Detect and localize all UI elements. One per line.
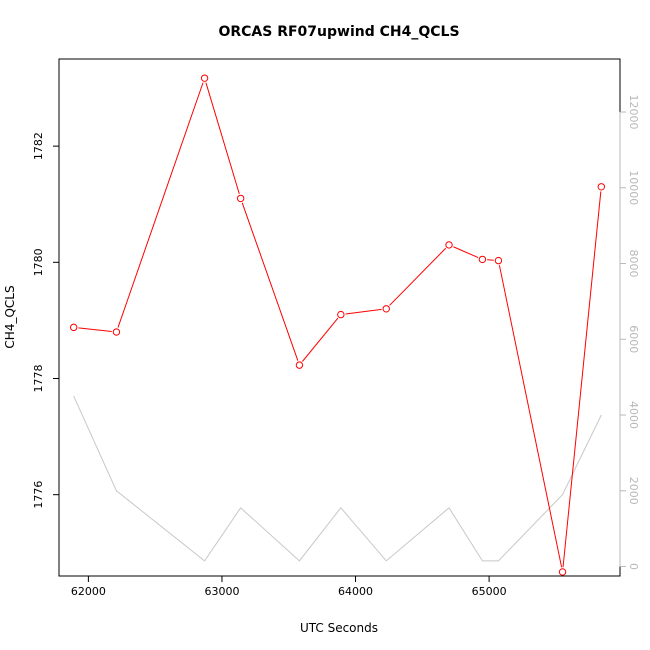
data-point [69, 323, 78, 332]
y2-tick-label: 8000 [627, 250, 640, 278]
y-tick-label: 1780 [32, 248, 45, 276]
primary-series-line-segment [117, 82, 204, 328]
primary-series-line-segment [78, 327, 112, 333]
y-tick-label: 1778 [32, 364, 45, 392]
data-point [200, 74, 209, 82]
y2-tick-label: 0 [627, 563, 640, 570]
data-point [597, 183, 605, 191]
data-point [236, 194, 245, 203]
y2-tick-label: 6000 [627, 325, 640, 353]
y-tick-label: 1776 [32, 481, 45, 509]
chart-title: ORCAS RF07upwind CH4_QCLS [218, 24, 459, 40]
plot-area [69, 74, 605, 576]
primary-series-line-segment [302, 317, 339, 362]
primary-series-line-segment [562, 191, 602, 568]
primary-series-line-segment [241, 202, 299, 361]
x-axis-label: UTC Seconds [300, 621, 378, 635]
data-point [382, 305, 390, 313]
data-point [445, 241, 453, 249]
x-tick-label: 65000 [472, 585, 507, 598]
primary-series-line-segment [498, 265, 563, 568]
primary-series-line-segment [453, 246, 479, 258]
x-tick-label: 62000 [71, 585, 106, 598]
data-point [295, 361, 304, 369]
y2-tick-label: 2000 [627, 477, 640, 505]
data-point [558, 568, 567, 576]
data-point [478, 255, 487, 264]
y2-tick-label: 10000 [627, 170, 640, 205]
y-axis-label: CH4_QCLS [3, 285, 17, 348]
y-tick-label: 1782 [32, 132, 45, 160]
primary-series-line-segment [205, 82, 240, 195]
axes: 62000 63000 64000 65000 1776 1778 1780 1782 0 200… [32, 95, 640, 598]
data-point [494, 256, 503, 265]
secondary-series-line [73, 395, 602, 562]
data-point [337, 310, 345, 319]
y2-tick-label: 12000 [627, 95, 640, 130]
primary-series-line-segment [345, 308, 382, 315]
x-tick-label: 63000 [204, 585, 239, 598]
primary-series-line-segment [389, 247, 447, 306]
y2-tick-label: 4000 [627, 401, 640, 429]
data-point [112, 328, 121, 336]
x-tick-label: 64000 [338, 585, 373, 598]
